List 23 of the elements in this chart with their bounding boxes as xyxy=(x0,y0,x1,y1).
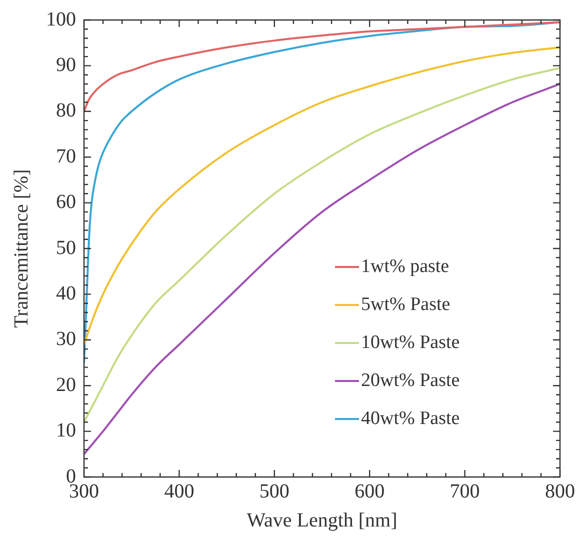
y-axis-title: Trancemittance [%] xyxy=(10,169,32,328)
y-tick-label: 90 xyxy=(56,54,76,76)
x-axis-title: Wave Length [nm] xyxy=(246,509,398,532)
legend-label: 1wt% paste xyxy=(360,255,450,279)
line-series xyxy=(84,21,560,112)
x-tick-label: 700 xyxy=(450,480,480,502)
y-tick-label: 30 xyxy=(56,328,76,350)
legend-label: 5wt% Paste xyxy=(360,293,452,317)
y-tick-label: 80 xyxy=(56,100,76,122)
y-tick-label: 60 xyxy=(56,191,76,214)
x-tick-label: 500 xyxy=(259,480,290,502)
legend-label: 40wt% Paste xyxy=(360,407,460,431)
x-tick-label: 400 xyxy=(164,480,194,502)
legend-label: 20wt% Paste xyxy=(360,369,460,393)
x-tick-label: 600 xyxy=(354,480,385,502)
x-tick-label: 800 xyxy=(545,480,575,502)
y-tick-label: 70 xyxy=(56,145,76,168)
y-tick-label: 40 xyxy=(56,282,76,304)
y-tick-label: 100 xyxy=(46,8,76,30)
y-tick-label: 50 xyxy=(56,236,76,259)
y-tick-label: 10 xyxy=(56,420,76,442)
y-tick-label: 20 xyxy=(56,374,76,396)
legend-label: 10wt% Paste xyxy=(360,331,460,355)
